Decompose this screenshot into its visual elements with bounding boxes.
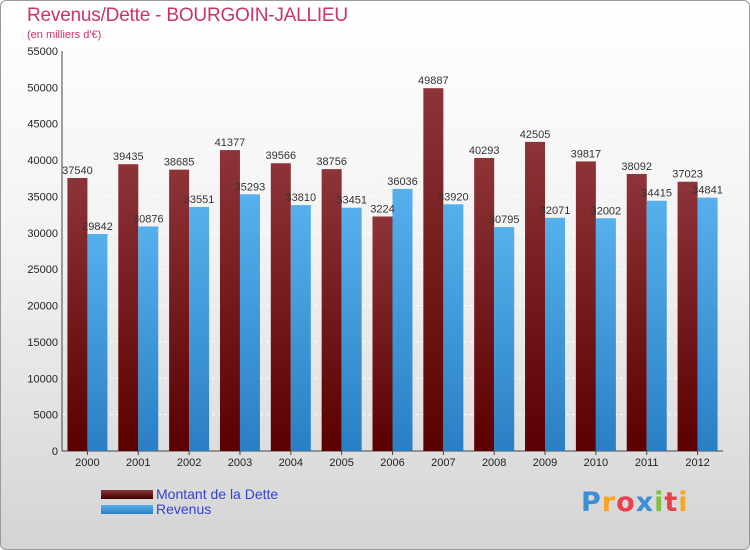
y-tick-label: 5000 xyxy=(34,410,58,422)
y-tick-label: 10000 xyxy=(27,373,58,385)
data-label-dette: 38092 xyxy=(621,161,652,173)
y-tick-label: 35000 xyxy=(27,191,58,203)
bar-dette xyxy=(575,161,596,451)
bar-dette xyxy=(169,169,190,451)
logo-letter: r xyxy=(601,487,617,518)
data-label-dette: 38756 xyxy=(316,156,347,168)
y-tick-label: 25000 xyxy=(27,264,58,276)
bar-revenus xyxy=(239,194,260,451)
bar-layer xyxy=(67,88,718,452)
data-label-layer: 37540 29842 39435 30876 38685 33551 41377 35293… xyxy=(62,75,723,233)
bar-dette xyxy=(626,173,647,451)
proxiti-logo: Proxiti xyxy=(581,487,689,518)
data-label-revenus: 34415 xyxy=(641,188,672,200)
y-tick-label: 15000 xyxy=(27,337,58,349)
bar-revenus xyxy=(290,205,311,451)
legend-label-revenus: Revenus xyxy=(156,501,212,517)
data-label-revenus: 33451 xyxy=(336,195,367,207)
data-label-revenus: 32071 xyxy=(540,205,571,217)
data-label-dette: 40293 xyxy=(469,145,500,157)
bar-revenus xyxy=(189,206,210,451)
bar-revenus xyxy=(87,233,108,451)
data-label-revenus: 32002 xyxy=(591,205,622,217)
logo-letter: i xyxy=(678,487,689,518)
data-label-dette: 39817 xyxy=(571,148,602,160)
y-tick-label: 45000 xyxy=(27,119,58,131)
x-tick-label: 2007 xyxy=(431,457,455,469)
data-label-revenus: 30876 xyxy=(133,213,164,225)
x-tick-label: 2008 xyxy=(482,457,506,469)
x-tick-label: 2004 xyxy=(279,457,303,469)
bar-dette xyxy=(219,150,240,452)
y-tick-label: 50000 xyxy=(27,82,58,94)
x-tick-label: 2010 xyxy=(584,457,608,469)
data-label-revenus: 33810 xyxy=(286,192,317,204)
bar-revenus xyxy=(595,218,616,451)
bar-dette xyxy=(525,141,546,451)
data-label-dette: 41377 xyxy=(215,137,246,149)
bar-revenus xyxy=(494,227,515,451)
bar-revenus xyxy=(545,217,566,451)
bar-revenus xyxy=(646,200,667,451)
chart-subtitle: (en milliers d'€) xyxy=(27,29,102,41)
bar-dette xyxy=(118,164,139,451)
data-label-revenus: 35293 xyxy=(235,181,266,193)
data-label-dette: 49887 xyxy=(418,75,449,87)
x-tick-label: 2002 xyxy=(177,457,201,469)
chart-title: Revenus/Dette - BOURGOIN-JALLIEU xyxy=(27,5,348,26)
data-label-revenus: 36036 xyxy=(387,176,418,188)
data-label-dette: 37023 xyxy=(672,169,703,181)
legend-label-dette: Montant de la Dette xyxy=(156,486,279,502)
x-tick-label: 2006 xyxy=(380,457,404,469)
data-label-dette: 39566 xyxy=(266,150,297,162)
bar-revenus xyxy=(443,204,464,451)
x-tick-label: 2011 xyxy=(635,457,659,469)
data-label-dette: 42505 xyxy=(520,129,551,141)
data-label-revenus: 29842 xyxy=(82,221,113,233)
x-tick-label: 2001 xyxy=(126,457,150,469)
bar-dette xyxy=(474,157,495,451)
data-label-revenus: 33551 xyxy=(184,194,215,206)
bar-dette xyxy=(321,169,342,451)
data-label-revenus: 30795 xyxy=(489,214,520,226)
bar-revenus xyxy=(341,207,362,451)
data-label-dette: 39435 xyxy=(113,151,144,163)
bar-dette xyxy=(372,216,393,451)
bar-revenus xyxy=(697,197,718,451)
logo-letter: x xyxy=(635,487,655,518)
logo-letter: i xyxy=(654,487,665,518)
bar-revenus xyxy=(138,226,159,451)
logo-letter: t xyxy=(664,487,679,518)
x-tick-label: 2005 xyxy=(329,457,353,469)
y-tick-label: 40000 xyxy=(27,155,58,167)
x-tick-label: 2009 xyxy=(533,457,557,469)
y-tick-label: 30000 xyxy=(27,228,58,240)
bar-dette xyxy=(677,181,698,451)
legend-swatch-revenus xyxy=(101,505,153,514)
data-label-revenus: 33920 xyxy=(438,191,469,203)
x-tick-label: 2003 xyxy=(228,457,252,469)
y-tick-label: 20000 xyxy=(27,301,58,313)
data-label-dette: 3224 xyxy=(370,203,394,215)
data-label-dette: 37540 xyxy=(62,165,93,177)
bar-dette xyxy=(67,177,88,451)
x-tick-label: 2012 xyxy=(685,457,709,469)
logo-letter: P xyxy=(581,487,602,518)
logo-letter: o xyxy=(616,487,636,518)
data-label-dette: 38685 xyxy=(164,157,195,169)
bar-revenus xyxy=(392,188,413,452)
data-label-revenus: 34841 xyxy=(692,185,723,197)
legend-swatch-dette xyxy=(101,490,153,499)
x-tick-label: 2000 xyxy=(75,457,99,469)
bar-dette xyxy=(423,88,444,451)
y-tick-label: 55000 xyxy=(27,46,58,58)
y-tick-label: 0 xyxy=(52,446,58,458)
bar-dette xyxy=(270,163,291,452)
